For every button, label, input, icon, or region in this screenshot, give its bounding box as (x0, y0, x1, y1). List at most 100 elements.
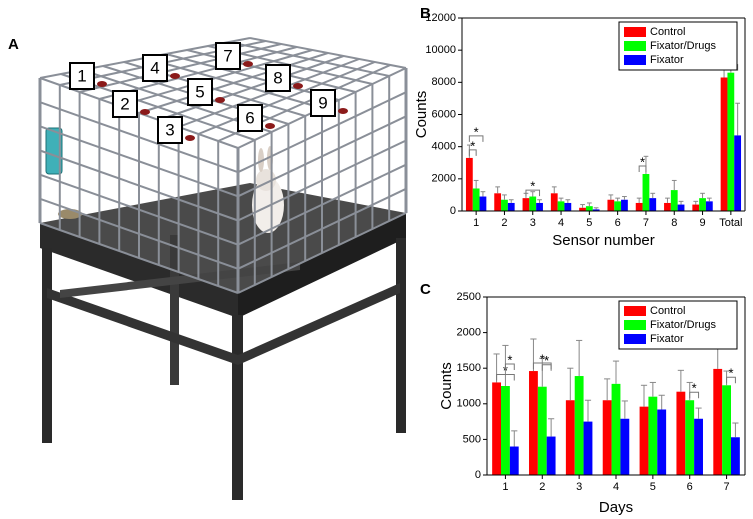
significance-bracket (468, 135, 484, 142)
bar (501, 199, 508, 211)
bar (657, 409, 667, 475)
y-tick-label: 12000 (425, 12, 456, 24)
legend-swatch (624, 320, 646, 330)
bar (550, 193, 558, 211)
panel-label: B (420, 5, 431, 22)
sensor-label: 6 (245, 108, 254, 127)
sensor-label-box (187, 78, 213, 106)
sensor-label: 1 (77, 66, 86, 85)
legend-label: Fixator (650, 333, 684, 345)
legend-swatch (624, 334, 646, 344)
y-tick-label: 0 (475, 469, 481, 481)
cage-floor (40, 183, 406, 293)
significance-bracket (504, 363, 515, 370)
cage-wire (249, 37, 407, 69)
significance-label: * (530, 179, 535, 194)
sensor-label-box (69, 62, 95, 90)
cage-wire (228, 41, 390, 77)
sensor-label-box (157, 116, 183, 144)
legend-swatch (624, 306, 646, 316)
bar (734, 135, 742, 211)
sensor-label-box (310, 89, 336, 117)
cage-wire (39, 101, 239, 174)
water-bottle (45, 127, 63, 175)
bar (537, 386, 547, 475)
x-tick-label: 2 (501, 217, 507, 229)
sensor-label-box (265, 64, 291, 92)
significance-label: * (470, 138, 475, 153)
bar (722, 385, 731, 475)
sensor (97, 81, 107, 87)
y-tick-label: 2500 (457, 291, 481, 303)
significance-bracket (541, 364, 552, 371)
table-brace (47, 288, 238, 365)
sensor (140, 109, 150, 115)
legend-swatch (624, 41, 646, 51)
bar (642, 174, 650, 211)
bar (565, 400, 575, 475)
sensor-label: 7 (223, 46, 232, 65)
table-leg (396, 238, 406, 433)
cage-wire (144, 57, 323, 109)
significance-bracket (525, 189, 541, 197)
x-tick-label: 4 (613, 481, 619, 493)
bar (492, 382, 502, 475)
significance-label: * (640, 154, 645, 169)
y-tick-label: 6000 (432, 108, 456, 120)
y-tick-label: 2000 (457, 327, 481, 339)
cage-wire (237, 91, 407, 174)
y-tick-label: 8000 (432, 76, 456, 88)
bar (676, 391, 686, 475)
bar (507, 202, 515, 211)
y-tick-label: 1000 (457, 398, 481, 410)
x-tick-label: 5 (650, 481, 656, 493)
cage-wire (237, 187, 407, 270)
significance-label: * (507, 352, 512, 367)
y-tick-label: 500 (463, 433, 481, 445)
significance-label: * (540, 351, 545, 366)
bar (592, 209, 600, 211)
bar (536, 202, 543, 211)
table-front-left (40, 223, 238, 318)
bar (685, 400, 695, 475)
bar (694, 418, 703, 475)
cage-wire (39, 149, 239, 222)
sensor (215, 97, 225, 103)
table-leg (232, 315, 243, 500)
cage-wire (237, 115, 407, 198)
panel-label: A (8, 36, 19, 53)
y-axis-label: Counts (438, 362, 455, 410)
sensor-label-box (215, 42, 241, 70)
bar (579, 207, 586, 211)
legend-label: Fixator/Drugs (650, 40, 717, 52)
x-tick-label: 3 (576, 481, 582, 493)
rabbit-ear (258, 148, 264, 172)
significance-label: * (544, 353, 549, 368)
cage-illustration: 1 2 3 4 5 6 7 8 9 (38, 37, 408, 500)
cage-wire (237, 163, 407, 246)
bar (583, 421, 593, 475)
bar (705, 201, 713, 211)
bar (602, 400, 612, 475)
x-tick-label: 6 (615, 217, 621, 229)
bar (611, 383, 621, 475)
cage-wire (39, 222, 239, 294)
y-tick-label: 1500 (457, 362, 481, 374)
bar (607, 199, 615, 211)
bar (522, 198, 530, 211)
y-tick-label: 0 (450, 205, 456, 217)
significance-label: * (692, 381, 697, 396)
bar (574, 376, 584, 475)
sensor-label: 2 (120, 94, 129, 113)
x-tick-label: 2 (539, 481, 545, 493)
bar (713, 368, 723, 475)
legend-label: Fixator (650, 54, 684, 66)
cage-wire (39, 197, 239, 270)
significance-label: * (474, 124, 479, 139)
bar (501, 386, 510, 475)
significance-bracket (468, 149, 477, 156)
bar (664, 202, 671, 211)
sensor (338, 108, 348, 114)
bar (620, 418, 630, 475)
